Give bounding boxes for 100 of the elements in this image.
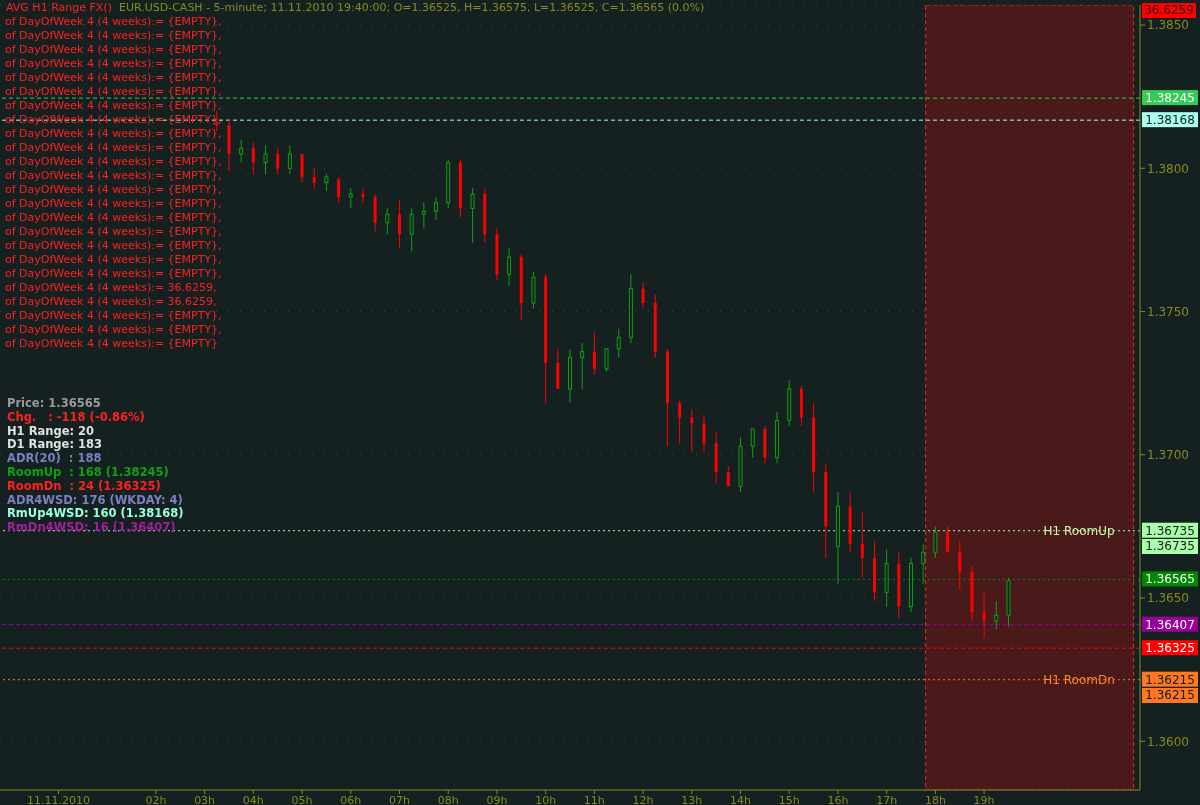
- ref-line-label: 1.38168: [1145, 113, 1195, 128]
- x-tick-label: 16h: [827, 793, 849, 805]
- candlestick: [421, 202, 426, 229]
- annotation: of DayOfWeek 4 (4 weeks):= {EMPTY},: [5, 323, 222, 337]
- ref-line-label: 1.36215: [1145, 672, 1195, 687]
- annotation: H1 Range: 20: [7, 423, 96, 439]
- annotation: of DayOfWeek 4 (4 weeks):= {EMPTY},: [5, 225, 222, 239]
- annotation: RoomUp : 168 (1.38245): [7, 464, 170, 480]
- candlestick: [251, 142, 255, 175]
- x-tick-label: 05h: [291, 793, 313, 805]
- x-tick-label: 19h: [973, 793, 995, 805]
- x-tick-label: 14h: [730, 793, 752, 805]
- annotation: of DayOfWeek 4 (4 weeks):= {EMPTY},: [5, 211, 222, 225]
- annotation: H1 RoomUp: [1043, 523, 1115, 538]
- annotation: of DayOfWeek 4 (4 weeks):= {EMPTY},: [5, 15, 222, 29]
- candlestick: [337, 176, 341, 204]
- candlestick: [946, 525, 950, 553]
- candlestick: [678, 399, 682, 444]
- annotation: H1 RoomDn: [1043, 672, 1115, 687]
- x-tick-label: 04h: [242, 793, 264, 805]
- text: 36.6259: [1142, 3, 1196, 18]
- annotation: RmUp4WSD: 160 (1.38168): [7, 506, 184, 521]
- annotation: D1 Range: 183: [7, 437, 103, 452]
- candlestick: [409, 207, 414, 252]
- annotation: of DayOfWeek 4 (4 weeks):= {EMPTY},: [5, 155, 222, 169]
- candlestick: [921, 543, 926, 585]
- candlestick: [361, 187, 365, 204]
- x-tick-label: 18h: [924, 793, 946, 805]
- candlestick: [300, 153, 304, 184]
- annotation: of DayOfWeek 4 (4 weeks):= {EMPTY},: [5, 169, 222, 183]
- y-tick-label: 1.3600: [1147, 734, 1189, 749]
- annotation: of DayOfWeek 4 (4 weeks):= {EMPTY},: [5, 309, 222, 323]
- candlestick: [860, 511, 864, 579]
- annotation: of DayOfWeek 4 (4 weeks):= {EMPTY},: [5, 183, 222, 197]
- x-tick-label: 17h: [876, 793, 898, 805]
- candlestick: [239, 139, 244, 164]
- ref-line-label: 1.36325: [1145, 641, 1195, 656]
- x-tick-label: 10h: [535, 793, 557, 805]
- annotation: ADR4WSD: 176 (WKDAY: 4): [7, 492, 184, 507]
- candlestick: [312, 167, 316, 189]
- candlestick: [933, 525, 938, 559]
- candlestick: [263, 144, 268, 175]
- annotation: RoomDn : 24 (1.36325): [7, 478, 162, 494]
- annotation: of DayOfWeek 4 (4 weeks):= {EMPTY},: [5, 127, 222, 141]
- annotation: of DayOfWeek 4 (4 weeks):= {EMPTY}: [5, 337, 220, 351]
- annotation: of DayOfWeek 4 (4 weeks):= {EMPTY},: [5, 239, 222, 253]
- candlestick: [276, 147, 280, 175]
- annotation: of DayOfWeek 4 (4 weeks):= 36.6259,: [5, 295, 218, 309]
- x-tick-label: 08h: [437, 793, 459, 805]
- candlestick: [592, 331, 596, 376]
- annotation: ADR(20) : 188: [7, 451, 103, 466]
- x-tick-label: 15h: [778, 793, 800, 805]
- annotation: of DayOfWeek 4 (4 weeks):= {EMPTY},: [5, 267, 222, 281]
- annotation: of DayOfWeek 4 (4 weeks):= {EMPTY},: [5, 253, 222, 267]
- annotation: RmDn4WSD: 16 (1.36407): [7, 520, 177, 535]
- x-tick-label: 11.11.2010: [26, 793, 90, 805]
- candlestick: [616, 328, 621, 358]
- x-tick-label: 12h: [632, 793, 654, 805]
- annotation: of DayOfWeek 4 (4 weeks):= 36.6259,: [5, 281, 218, 295]
- annotation: of DayOfWeek 4 (4 weeks):= {EMPTY},: [5, 57, 222, 71]
- ref-line-label: 1.38245: [1145, 91, 1195, 106]
- chart-title: AVG H1 Range FX(): [6, 1, 112, 14]
- candlestick: [397, 199, 401, 250]
- candlestick: [434, 196, 439, 221]
- x-tick-label: 07h: [389, 793, 410, 805]
- candlestick: [348, 187, 353, 209]
- y-tick-label: 1.3650: [1147, 591, 1189, 606]
- candlestick: [580, 342, 585, 390]
- candlestick: [994, 600, 999, 631]
- candlestick: [982, 591, 986, 639]
- candlestick: [385, 207, 390, 235]
- y-tick-label: 1.3800: [1147, 161, 1189, 176]
- annotation: of DayOfWeek 4 (4 weeks):= {EMPTY},: [5, 85, 222, 99]
- y-tick-label: 1.3750: [1147, 304, 1189, 319]
- annotation: of DayOfWeek 4 (4 weeks):= {EMPTY},: [5, 29, 222, 43]
- annotation: of DayOfWeek 4 (4 weeks):= {EMPTY},: [5, 99, 222, 113]
- x-tick-label: 02h: [145, 793, 167, 805]
- text: 1.36215: [1142, 687, 1198, 703]
- y-tick-label: 1.3850: [1147, 18, 1189, 33]
- ref-line-label: 1.36735: [1145, 523, 1195, 538]
- x-tick-label: 03h: [194, 793, 216, 805]
- annotation: Price: 1.36565: [7, 396, 102, 411]
- ref-line-label: 1.36407: [1145, 617, 1195, 632]
- candlestick: [470, 187, 475, 244]
- candlestick: [641, 282, 645, 310]
- x-tick-label: 09h: [486, 793, 508, 805]
- chart-subtitle: EUR.USD-CASH - 5-minute; 11.11.2010 19:40:00; O=1.36525, H=1.36575, L=1.36525, C=1.36565 (0.0%): [118, 1, 705, 14]
- annotation: Chg. : -118 (-0.86%): [7, 409, 146, 425]
- candlestick: [604, 348, 609, 373]
- annotation: of DayOfWeek 4 (4 weeks):= {EMPTY},: [5, 43, 222, 57]
- candlestick: [750, 428, 755, 459]
- x-tick-label: 06h: [340, 793, 362, 805]
- annotation: of DayOfWeek 4 (4 weeks):= {EMPTY},: [5, 71, 222, 85]
- candlestick: [287, 144, 292, 175]
- candlestick: [507, 248, 512, 287]
- y-tick-label: 1.3700: [1147, 448, 1189, 463]
- annotation: of DayOfWeek 4 (4 weeks):= {EMPTY},: [5, 197, 222, 211]
- x-tick-label: 13h: [681, 793, 703, 805]
- candlestick: [958, 540, 962, 590]
- ref-line-label: 1.36565: [1145, 572, 1195, 587]
